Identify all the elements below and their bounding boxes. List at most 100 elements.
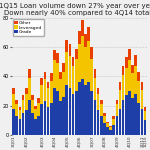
Bar	[72, 94, 74, 135]
Bar	[47, 88, 49, 107]
Bar	[97, 88, 99, 94]
Bar	[112, 119, 115, 124]
Bar	[112, 124, 115, 135]
Bar	[131, 74, 134, 98]
Bar	[137, 103, 140, 135]
Bar	[66, 52, 68, 85]
Bar	[94, 100, 96, 135]
Bar	[37, 116, 40, 135]
Bar	[59, 79, 62, 101]
Bar	[81, 20, 84, 36]
Bar	[34, 119, 37, 135]
Bar	[141, 82, 143, 90]
Bar	[106, 123, 109, 128]
Bar	[97, 94, 99, 110]
Bar	[137, 72, 140, 81]
Bar	[25, 110, 27, 135]
Bar	[72, 66, 74, 94]
Bar	[128, 49, 131, 60]
Bar	[69, 44, 71, 56]
Bar	[125, 95, 127, 135]
Bar	[19, 119, 21, 135]
Bar	[22, 113, 24, 135]
Bar	[94, 69, 96, 78]
Bar	[116, 100, 118, 104]
Bar	[19, 110, 21, 119]
Bar	[69, 56, 71, 88]
Bar	[134, 94, 137, 135]
Bar	[56, 91, 59, 135]
Bar	[66, 85, 68, 135]
Bar	[40, 78, 43, 85]
Bar	[125, 68, 127, 95]
Bar	[94, 78, 96, 100]
Bar	[90, 47, 93, 59]
Bar	[100, 116, 103, 135]
Bar	[144, 107, 146, 111]
Bar	[62, 72, 65, 97]
Bar	[97, 110, 99, 135]
Bar	[50, 74, 52, 81]
Bar	[119, 82, 121, 90]
Bar	[84, 47, 87, 85]
Bar	[31, 100, 34, 113]
Bar	[44, 79, 46, 101]
Bar	[103, 116, 106, 123]
Bar	[56, 63, 59, 91]
Bar	[72, 57, 74, 66]
Bar	[109, 130, 112, 135]
Bar	[131, 65, 134, 74]
Bar	[144, 120, 146, 135]
Bar	[87, 27, 90, 41]
Bar	[84, 85, 87, 135]
Bar	[134, 66, 137, 94]
Bar	[122, 75, 124, 100]
Bar	[69, 88, 71, 135]
Bar	[134, 55, 137, 66]
Bar	[141, 90, 143, 108]
Bar	[90, 91, 93, 135]
Bar	[28, 69, 31, 78]
Bar	[40, 104, 43, 135]
Bar	[106, 122, 109, 123]
Bar	[28, 78, 31, 100]
Bar	[62, 97, 65, 135]
Bar	[59, 101, 62, 135]
Bar	[31, 95, 34, 100]
Bar	[116, 116, 118, 135]
Bar	[47, 82, 49, 88]
Bar	[75, 91, 78, 135]
Title: 1Q15 Loan volume down 27% year over year;
Down nearly 40% compared to 4Q14 total: 1Q15 Loan volume down 27% year over year…	[0, 3, 150, 16]
Bar	[37, 103, 40, 116]
Bar	[31, 113, 34, 135]
Bar	[119, 90, 121, 108]
Bar	[15, 104, 18, 116]
Bar	[103, 113, 106, 116]
Bar	[50, 103, 52, 135]
Bar	[12, 94, 15, 108]
Bar	[12, 88, 15, 94]
Bar	[128, 91, 131, 135]
Bar	[131, 98, 134, 135]
Bar	[66, 40, 68, 52]
Bar	[53, 60, 56, 88]
Bar	[15, 100, 18, 104]
Bar	[78, 44, 81, 82]
Bar	[78, 31, 81, 44]
Bar	[53, 88, 56, 135]
Bar	[47, 107, 49, 135]
Bar	[122, 66, 124, 75]
Bar	[37, 98, 40, 103]
Bar	[59, 72, 62, 79]
Bar	[25, 88, 27, 94]
Bar	[141, 108, 143, 135]
Bar	[87, 41, 90, 82]
Bar	[112, 116, 115, 119]
Bar	[40, 85, 43, 104]
Bar	[103, 123, 106, 135]
Bar	[78, 82, 81, 135]
Bar	[87, 82, 90, 135]
Bar	[109, 126, 112, 128]
Bar	[25, 94, 27, 110]
Bar	[119, 108, 121, 135]
